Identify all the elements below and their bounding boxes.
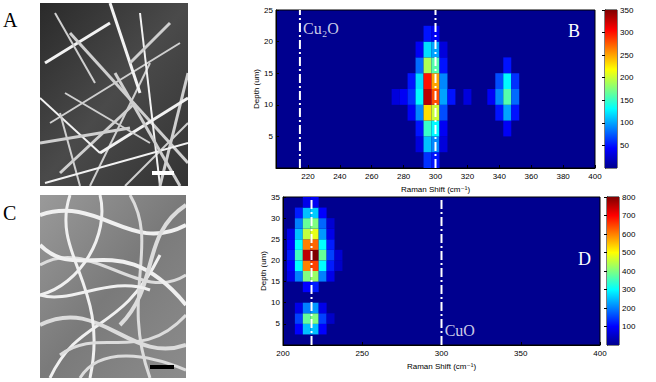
svg-text:D: D	[578, 249, 591, 269]
svg-text:Depth (um): Depth (um)	[259, 251, 268, 291]
svg-text:25: 25	[271, 235, 280, 244]
svg-text:5: 5	[276, 319, 281, 328]
svg-text:320: 320	[461, 172, 475, 181]
svg-text:250: 250	[356, 349, 370, 358]
svg-text:300: 300	[429, 172, 443, 181]
svg-text:10: 10	[264, 100, 273, 109]
svg-text:250: 250	[620, 51, 634, 60]
svg-text:5: 5	[269, 132, 274, 141]
svg-text:350: 350	[620, 6, 634, 15]
svg-text:300: 300	[435, 349, 449, 358]
svg-text:Raman Shift (cm⁻¹): Raman Shift (cm⁻¹)	[407, 362, 476, 371]
svg-text:B: B	[568, 21, 580, 41]
svg-text:220: 220	[301, 172, 315, 181]
svg-text:400: 400	[593, 349, 607, 358]
svg-text:C: C	[3, 202, 16, 224]
svg-text:200: 200	[622, 304, 636, 313]
svg-text:260: 260	[365, 172, 379, 181]
svg-text:400: 400	[622, 267, 636, 276]
svg-text:400: 400	[588, 172, 602, 181]
svg-text:15: 15	[264, 69, 273, 78]
svg-text:280: 280	[397, 172, 411, 181]
svg-text:150: 150	[620, 96, 634, 105]
svg-text:100: 100	[622, 322, 636, 331]
svg-text:240: 240	[333, 172, 347, 181]
svg-text:800: 800	[622, 193, 636, 202]
svg-text:A: A	[3, 9, 18, 31]
svg-text:300: 300	[622, 285, 636, 294]
svg-text:35: 35	[271, 193, 280, 202]
svg-text:360: 360	[525, 172, 539, 181]
svg-text:25: 25	[264, 6, 273, 15]
svg-text:Cu₂O: Cu₂O	[303, 20, 339, 37]
svg-text:600: 600	[622, 230, 636, 239]
svg-text:100: 100	[620, 118, 634, 127]
svg-text:20: 20	[271, 256, 280, 265]
svg-text:340: 340	[493, 172, 507, 181]
svg-text:CuO: CuO	[445, 322, 475, 339]
svg-text:200: 200	[276, 349, 290, 358]
svg-text:20: 20	[264, 37, 273, 46]
svg-text:15: 15	[271, 277, 280, 286]
svg-text:350: 350	[514, 349, 528, 358]
svg-text:30: 30	[271, 214, 280, 223]
svg-text:10: 10	[271, 298, 280, 307]
svg-text:Raman Shift (cm⁻¹): Raman Shift (cm⁻¹)	[401, 185, 470, 194]
svg-text:Depth (um): Depth (um)	[252, 69, 261, 109]
svg-text:300: 300	[620, 28, 634, 37]
svg-text:50: 50	[620, 141, 629, 150]
svg-text:380: 380	[556, 172, 570, 181]
svg-text:500: 500	[622, 248, 636, 257]
svg-text:200: 200	[620, 73, 634, 82]
svg-text:700: 700	[622, 211, 636, 220]
